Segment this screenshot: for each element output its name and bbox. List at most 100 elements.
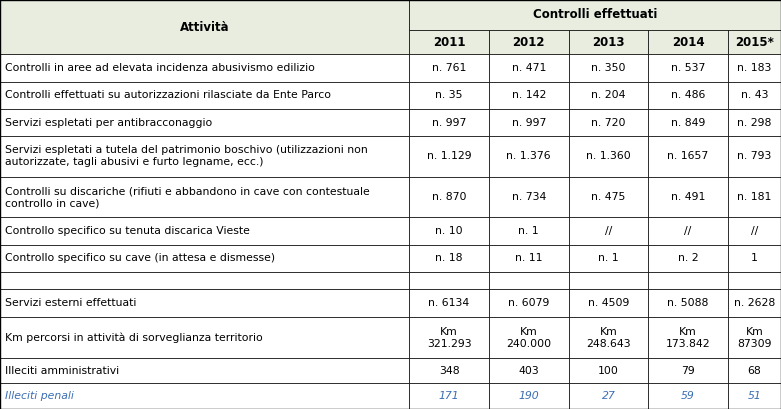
Bar	[728, 245, 781, 272]
Bar	[569, 272, 648, 289]
Bar	[728, 177, 781, 217]
Bar	[728, 289, 781, 317]
Text: 79: 79	[681, 366, 695, 375]
Bar	[569, 317, 648, 358]
Text: n. 537: n. 537	[671, 63, 705, 73]
Text: n. 1.360: n. 1.360	[586, 151, 631, 162]
Text: 51: 51	[747, 391, 761, 401]
Bar	[648, 245, 728, 272]
Text: n. 491: n. 491	[671, 192, 705, 202]
Bar	[569, 358, 648, 384]
Text: 1: 1	[751, 253, 758, 263]
Text: n. 142: n. 142	[512, 90, 546, 100]
Bar	[648, 317, 728, 358]
Text: Illeciti amministrativi: Illeciti amministrativi	[5, 366, 119, 375]
Text: 27: 27	[601, 391, 615, 401]
Text: n. 997: n. 997	[432, 117, 466, 128]
Text: Servizi espletati a tutela del patrimonio boschivo (utilizzazioni non
autorizzat: Servizi espletati a tutela del patrimoni…	[5, 146, 368, 167]
Bar	[489, 30, 569, 54]
Bar	[409, 358, 489, 384]
Bar	[728, 81, 781, 109]
Bar	[728, 317, 781, 358]
Text: Controllo specifico su tenuta discarica Vieste: Controllo specifico su tenuta discarica …	[5, 226, 251, 236]
Text: n. 1: n. 1	[519, 226, 539, 236]
Bar	[0, 109, 409, 136]
Text: 100: 100	[598, 366, 619, 375]
Bar	[569, 177, 648, 217]
Bar	[648, 54, 728, 81]
Bar	[489, 177, 569, 217]
Text: n. 1.129: n. 1.129	[426, 151, 472, 162]
Bar	[0, 54, 409, 81]
Text: Servizi espletati per antibracconaggio: Servizi espletati per antibracconaggio	[5, 117, 212, 128]
Bar	[489, 136, 569, 177]
Bar	[409, 54, 489, 81]
Bar	[569, 289, 648, 317]
Bar	[489, 109, 569, 136]
Bar	[409, 177, 489, 217]
Bar	[489, 217, 569, 245]
Bar	[489, 358, 569, 384]
Text: n. 793: n. 793	[737, 151, 772, 162]
Bar	[569, 54, 648, 81]
Text: Controlli effettuati: Controlli effettuati	[533, 9, 658, 22]
Text: Controllo specifico su cave (in attesa e dismesse): Controllo specifico su cave (in attesa e…	[5, 253, 276, 263]
Text: n. 475: n. 475	[591, 192, 626, 202]
Text: //: //	[684, 226, 692, 236]
Bar	[728, 54, 781, 81]
Text: Km
173.842: Km 173.842	[665, 327, 711, 348]
Bar	[569, 217, 648, 245]
Text: Km
240.000: Km 240.000	[506, 327, 551, 348]
Bar	[0, 81, 409, 109]
Text: Km
248.643: Km 248.643	[586, 327, 631, 348]
Text: 68: 68	[747, 366, 761, 375]
Text: n. 6134: n. 6134	[429, 298, 469, 308]
Text: n. 849: n. 849	[671, 117, 705, 128]
Bar	[489, 54, 569, 81]
Bar	[409, 317, 489, 358]
Bar	[409, 384, 489, 409]
Text: Illeciti penali: Illeciti penali	[5, 391, 74, 401]
Bar	[0, 289, 409, 317]
Text: n. 204: n. 204	[591, 90, 626, 100]
Bar	[728, 30, 781, 54]
Text: 2013: 2013	[592, 36, 625, 49]
Text: n. 350: n. 350	[591, 63, 626, 73]
Text: n. 1: n. 1	[598, 253, 619, 263]
Bar	[489, 245, 569, 272]
Text: Controlli effettuati su autorizzazioni rilasciate da Ente Parco: Controlli effettuati su autorizzazioni r…	[5, 90, 331, 100]
Bar	[648, 136, 728, 177]
Text: n. 1.376: n. 1.376	[506, 151, 551, 162]
Bar	[409, 81, 489, 109]
Bar	[728, 136, 781, 177]
Bar	[489, 317, 569, 358]
Text: Km percorsi in attività di sorveglianza territorio: Km percorsi in attività di sorveglianza …	[5, 333, 263, 343]
Text: n. 471: n. 471	[512, 63, 546, 73]
Bar	[0, 358, 409, 384]
Bar	[409, 136, 489, 177]
Bar	[728, 384, 781, 409]
Bar	[409, 245, 489, 272]
Text: n. 183: n. 183	[737, 63, 772, 73]
Bar	[0, 136, 409, 177]
Bar	[648, 177, 728, 217]
Text: n. 6079: n. 6079	[508, 298, 549, 308]
Bar	[569, 30, 648, 54]
Text: n. 18: n. 18	[435, 253, 463, 263]
Bar	[728, 217, 781, 245]
Bar	[0, 272, 409, 289]
Bar	[648, 289, 728, 317]
Text: 190: 190	[519, 391, 539, 401]
Bar	[569, 384, 648, 409]
Bar	[728, 272, 781, 289]
Text: 2011: 2011	[433, 36, 465, 49]
Text: n. 761: n. 761	[432, 63, 466, 73]
Bar	[569, 109, 648, 136]
Text: 348: 348	[439, 366, 459, 375]
Bar	[409, 0, 781, 30]
Bar	[0, 177, 409, 217]
Text: n. 43: n. 43	[740, 90, 769, 100]
Bar	[409, 109, 489, 136]
Text: 403: 403	[519, 366, 539, 375]
Text: 2014: 2014	[672, 36, 704, 49]
